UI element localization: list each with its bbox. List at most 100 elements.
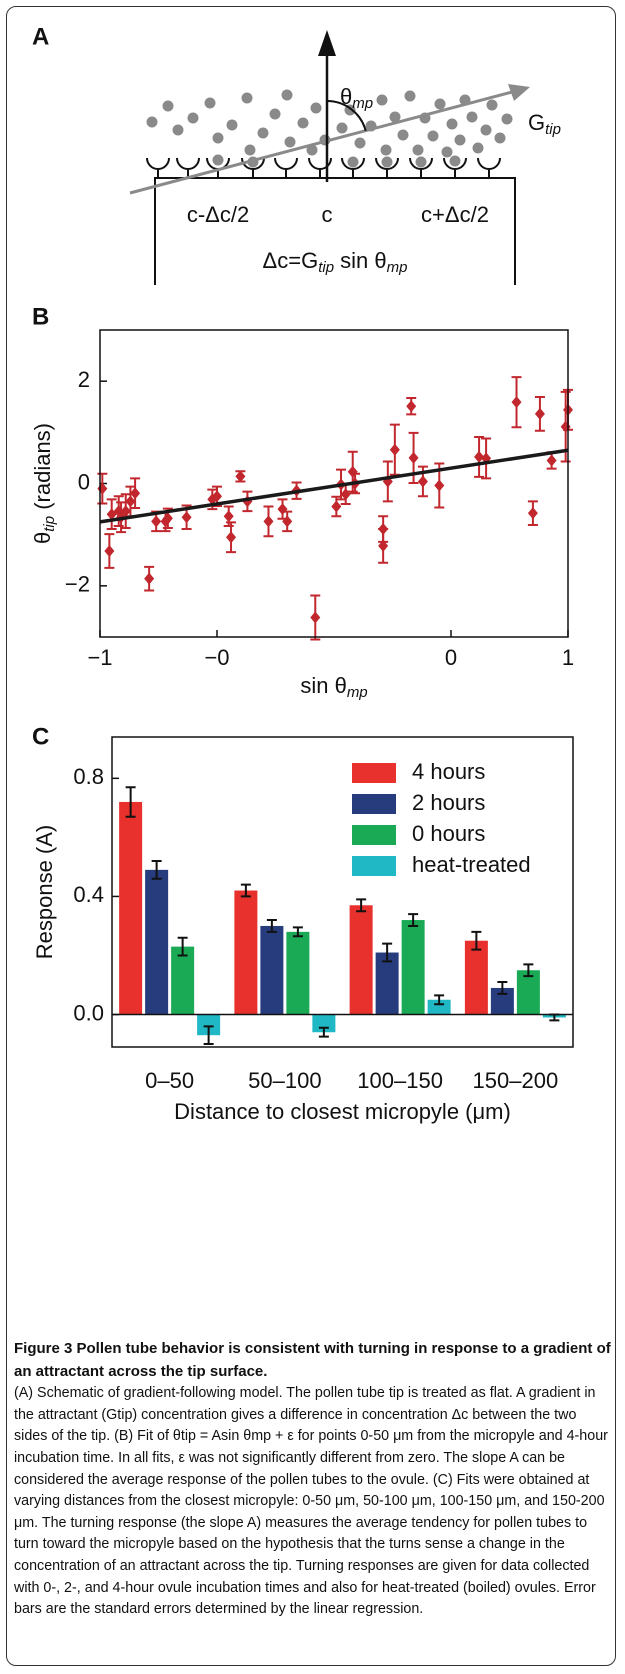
bar (197, 1014, 221, 1036)
subscript: tip (318, 259, 334, 276)
angle-arc (326, 100, 367, 132)
data-point (263, 515, 274, 528)
molecule (306, 144, 318, 156)
figure-frame (6, 6, 616, 1666)
x-tick-label: 0 (445, 645, 457, 670)
plot-frame (111, 736, 574, 1048)
data-point (162, 512, 173, 525)
molecules (146, 89, 513, 168)
data-point (310, 611, 321, 624)
error-bar (151, 860, 162, 880)
data-point (406, 400, 417, 413)
molecule (347, 156, 359, 168)
error-bar (382, 942, 393, 963)
molecule (434, 98, 446, 110)
label-part: sin θ (300, 673, 346, 698)
legend-label: 4 hours (412, 759, 485, 784)
error-bar (266, 919, 277, 933)
error-bar (292, 926, 303, 938)
data-point (130, 487, 141, 500)
molecule (381, 156, 393, 168)
x-axis-label: Distance to closest micropyle (μm) (174, 1099, 511, 1124)
molecule (310, 102, 322, 114)
data-point (546, 454, 557, 467)
data-point (125, 495, 136, 508)
error-bar (497, 981, 508, 995)
x-tick-label: 1 (562, 645, 574, 670)
bar (286, 931, 310, 1015)
molecule (172, 124, 184, 136)
legend-swatch (352, 825, 396, 845)
x-axis-label: sin θmp (300, 673, 367, 701)
legend-swatch (352, 763, 396, 783)
molecule (354, 137, 366, 149)
molecule (284, 136, 296, 148)
bar (349, 905, 373, 1015)
molecule (146, 116, 158, 128)
bar (171, 946, 195, 1015)
y-tick-label: 0 (78, 469, 90, 494)
panel-label: C (32, 723, 49, 750)
data-point (223, 510, 234, 523)
bar (427, 999, 451, 1015)
label-part: θ (340, 84, 352, 109)
error-bar (434, 994, 445, 1006)
bar (516, 970, 540, 1015)
molecule (336, 122, 348, 134)
receptor (341, 157, 365, 178)
molecule (404, 90, 416, 102)
data-point (331, 500, 342, 513)
molecule (412, 144, 424, 156)
center-label: c (322, 202, 333, 227)
molecule (204, 97, 216, 109)
gradient-label: Gtip (528, 110, 561, 138)
molecule (257, 127, 269, 139)
data-point (474, 450, 485, 463)
label-part: Δc=G (263, 248, 319, 273)
y-axis-label: θtip (radians) (30, 423, 58, 544)
error-bar (177, 936, 188, 957)
receptor (477, 157, 501, 178)
molecule (494, 132, 506, 144)
gradient-line (129, 90, 513, 195)
data-point (534, 407, 545, 420)
bar (260, 925, 284, 1015)
label-part: sin θ (334, 248, 387, 273)
error-bar (356, 898, 367, 913)
molecule (244, 144, 256, 156)
bar (375, 952, 399, 1015)
y-tick-label: 0.0 (73, 1000, 104, 1025)
molecule (241, 92, 253, 104)
y-axis-label: Response (A) (32, 825, 57, 960)
data-point (417, 475, 428, 488)
molecule (187, 112, 199, 124)
data-point (527, 507, 538, 520)
data-point (226, 531, 237, 544)
y-tick-label: 2 (78, 367, 90, 392)
x-tick-label: −1 (87, 645, 112, 670)
error-bar (240, 883, 251, 898)
angle-label: θmp (340, 84, 373, 112)
data-point (408, 451, 419, 464)
molecule (212, 154, 224, 166)
panel-label: B (32, 303, 49, 330)
legend-label: heat-treated (412, 852, 531, 877)
data-point (181, 511, 192, 524)
error-bar (471, 930, 482, 951)
tube-walls (154, 177, 516, 285)
molecule (297, 117, 309, 129)
right-label: c+Δc/2 (421, 202, 489, 227)
x-tick-label: 50–100 (248, 1068, 321, 1093)
panel-label: A (32, 23, 49, 50)
data-point (235, 470, 246, 483)
molecule (427, 130, 439, 142)
legend-swatch (352, 794, 396, 814)
x-tick-label: 150–200 (473, 1068, 559, 1093)
molecule (269, 108, 281, 120)
molecule (162, 100, 174, 112)
molecule (226, 119, 238, 131)
label-part: G (528, 110, 545, 135)
subscript: tip (545, 121, 561, 138)
y-tick-label: 0.4 (73, 882, 104, 907)
